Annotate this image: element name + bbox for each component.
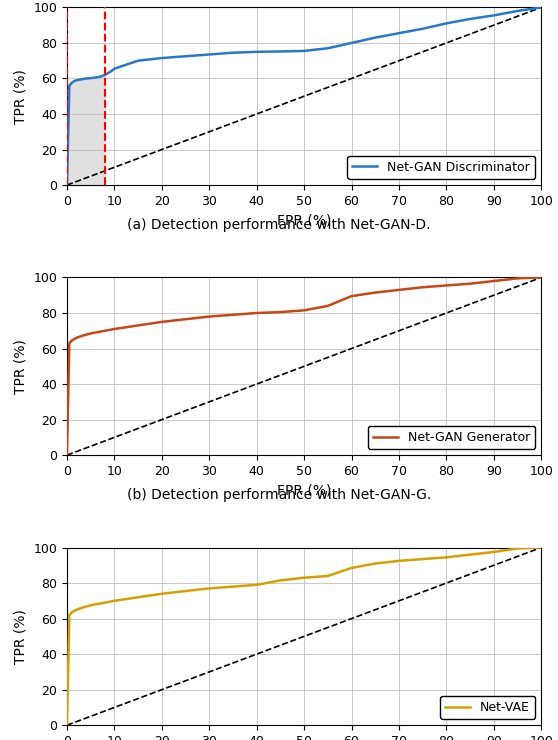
Legend: Net-GAN Generator: Net-GAN Generator [368,426,535,449]
Legend: Net-VAE: Net-VAE [440,696,535,719]
Text: (a) Detection performance with Net-GAN-D.: (a) Detection performance with Net-GAN-D… [127,218,431,232]
Legend: Net-GAN Discriminator: Net-GAN Discriminator [347,156,535,179]
Y-axis label: TPR (%): TPR (%) [14,339,28,394]
Y-axis label: TPR (%): TPR (%) [14,69,28,124]
Y-axis label: TPR (%): TPR (%) [14,609,28,664]
X-axis label: FPR (%): FPR (%) [277,213,331,227]
X-axis label: FPR (%): FPR (%) [277,483,331,497]
Text: (b) Detection performance with Net-GAN-G.: (b) Detection performance with Net-GAN-G… [127,488,431,502]
